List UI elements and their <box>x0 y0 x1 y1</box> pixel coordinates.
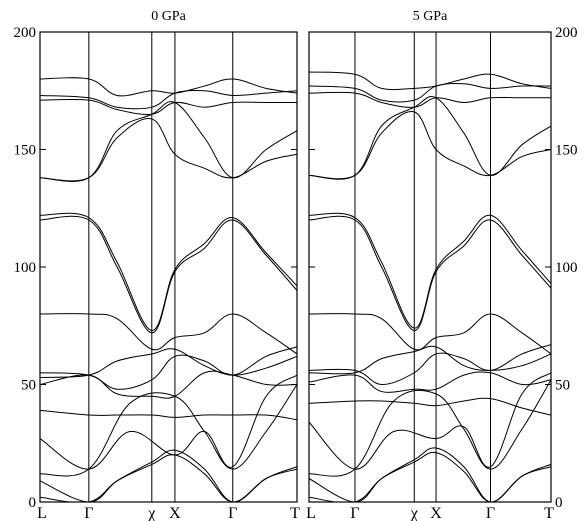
kpoint-label: L <box>306 505 316 521</box>
y-tick-label: 50 <box>555 378 570 394</box>
phonon-band-10 <box>309 215 551 331</box>
y-tick-label: 200 <box>555 25 578 41</box>
kpoint-label: Γ <box>350 505 359 521</box>
phonon-band-5 <box>40 409 297 421</box>
phonon-band-7 <box>40 348 297 378</box>
phonon-band-7 <box>309 345 551 375</box>
y-tick-label: 150 <box>555 143 578 159</box>
kpoint-label: Γ <box>486 505 495 521</box>
phonon-band-2 <box>309 447 551 502</box>
phonon-band-9 <box>40 313 297 355</box>
phonon-band-8 <box>309 344 551 386</box>
phonon-band-11 <box>40 212 297 331</box>
phonon-band-1 <box>40 454 297 502</box>
chart-title: 0 GPa <box>151 9 186 24</box>
y-tick-label: 0 <box>555 495 563 511</box>
plot-frame <box>308 31 552 503</box>
kpoint-label: L <box>37 505 47 521</box>
phonon-band-8 <box>40 346 297 390</box>
phonon-band-14 <box>40 98 297 116</box>
phonon-band-13 <box>40 101 297 182</box>
phonon-band-9 <box>309 313 551 355</box>
phonon-band-13 <box>309 96 551 180</box>
phonon-band-2 <box>40 449 297 502</box>
kpoint-label: Γ <box>228 505 237 521</box>
phonon-band-14 <box>309 91 551 108</box>
y-tick-label: 0 <box>29 495 37 511</box>
phonon-band-1 <box>309 451 551 502</box>
kpoint-label: χ <box>147 505 156 521</box>
y-tick-label: 50 <box>21 378 36 394</box>
phonon-band-6 <box>309 371 551 393</box>
band-group <box>309 71 551 502</box>
phonon-band-3 <box>309 379 551 477</box>
kpoint-label: X <box>169 505 181 521</box>
chart-title: 5 GPa <box>413 9 448 24</box>
phonon-band-10 <box>40 215 297 334</box>
y-tick-label: 100 <box>14 260 37 276</box>
phonon-band-4 <box>40 374 297 470</box>
phonon-band-16 <box>40 77 297 97</box>
y-tick-label: 150 <box>14 143 37 159</box>
kpoint-label: χ <box>410 505 419 521</box>
band-group <box>40 77 297 502</box>
kpoint-label: X <box>430 505 442 521</box>
y-tick-label: 100 <box>555 260 578 276</box>
kpoint-label: Γ <box>84 505 93 521</box>
y-tick-label: 200 <box>14 25 37 41</box>
phonon-band-3 <box>40 384 297 477</box>
phonon-band-12 <box>309 110 551 180</box>
phonon-band-4 <box>309 372 551 470</box>
kpoint-label: T <box>544 505 554 521</box>
phonon-band-5 <box>309 397 551 416</box>
kpoint-label: T <box>290 505 300 521</box>
phonon-band-12 <box>40 117 297 182</box>
phonon-band-16 <box>309 71 551 91</box>
phonon-band-11 <box>309 212 551 329</box>
